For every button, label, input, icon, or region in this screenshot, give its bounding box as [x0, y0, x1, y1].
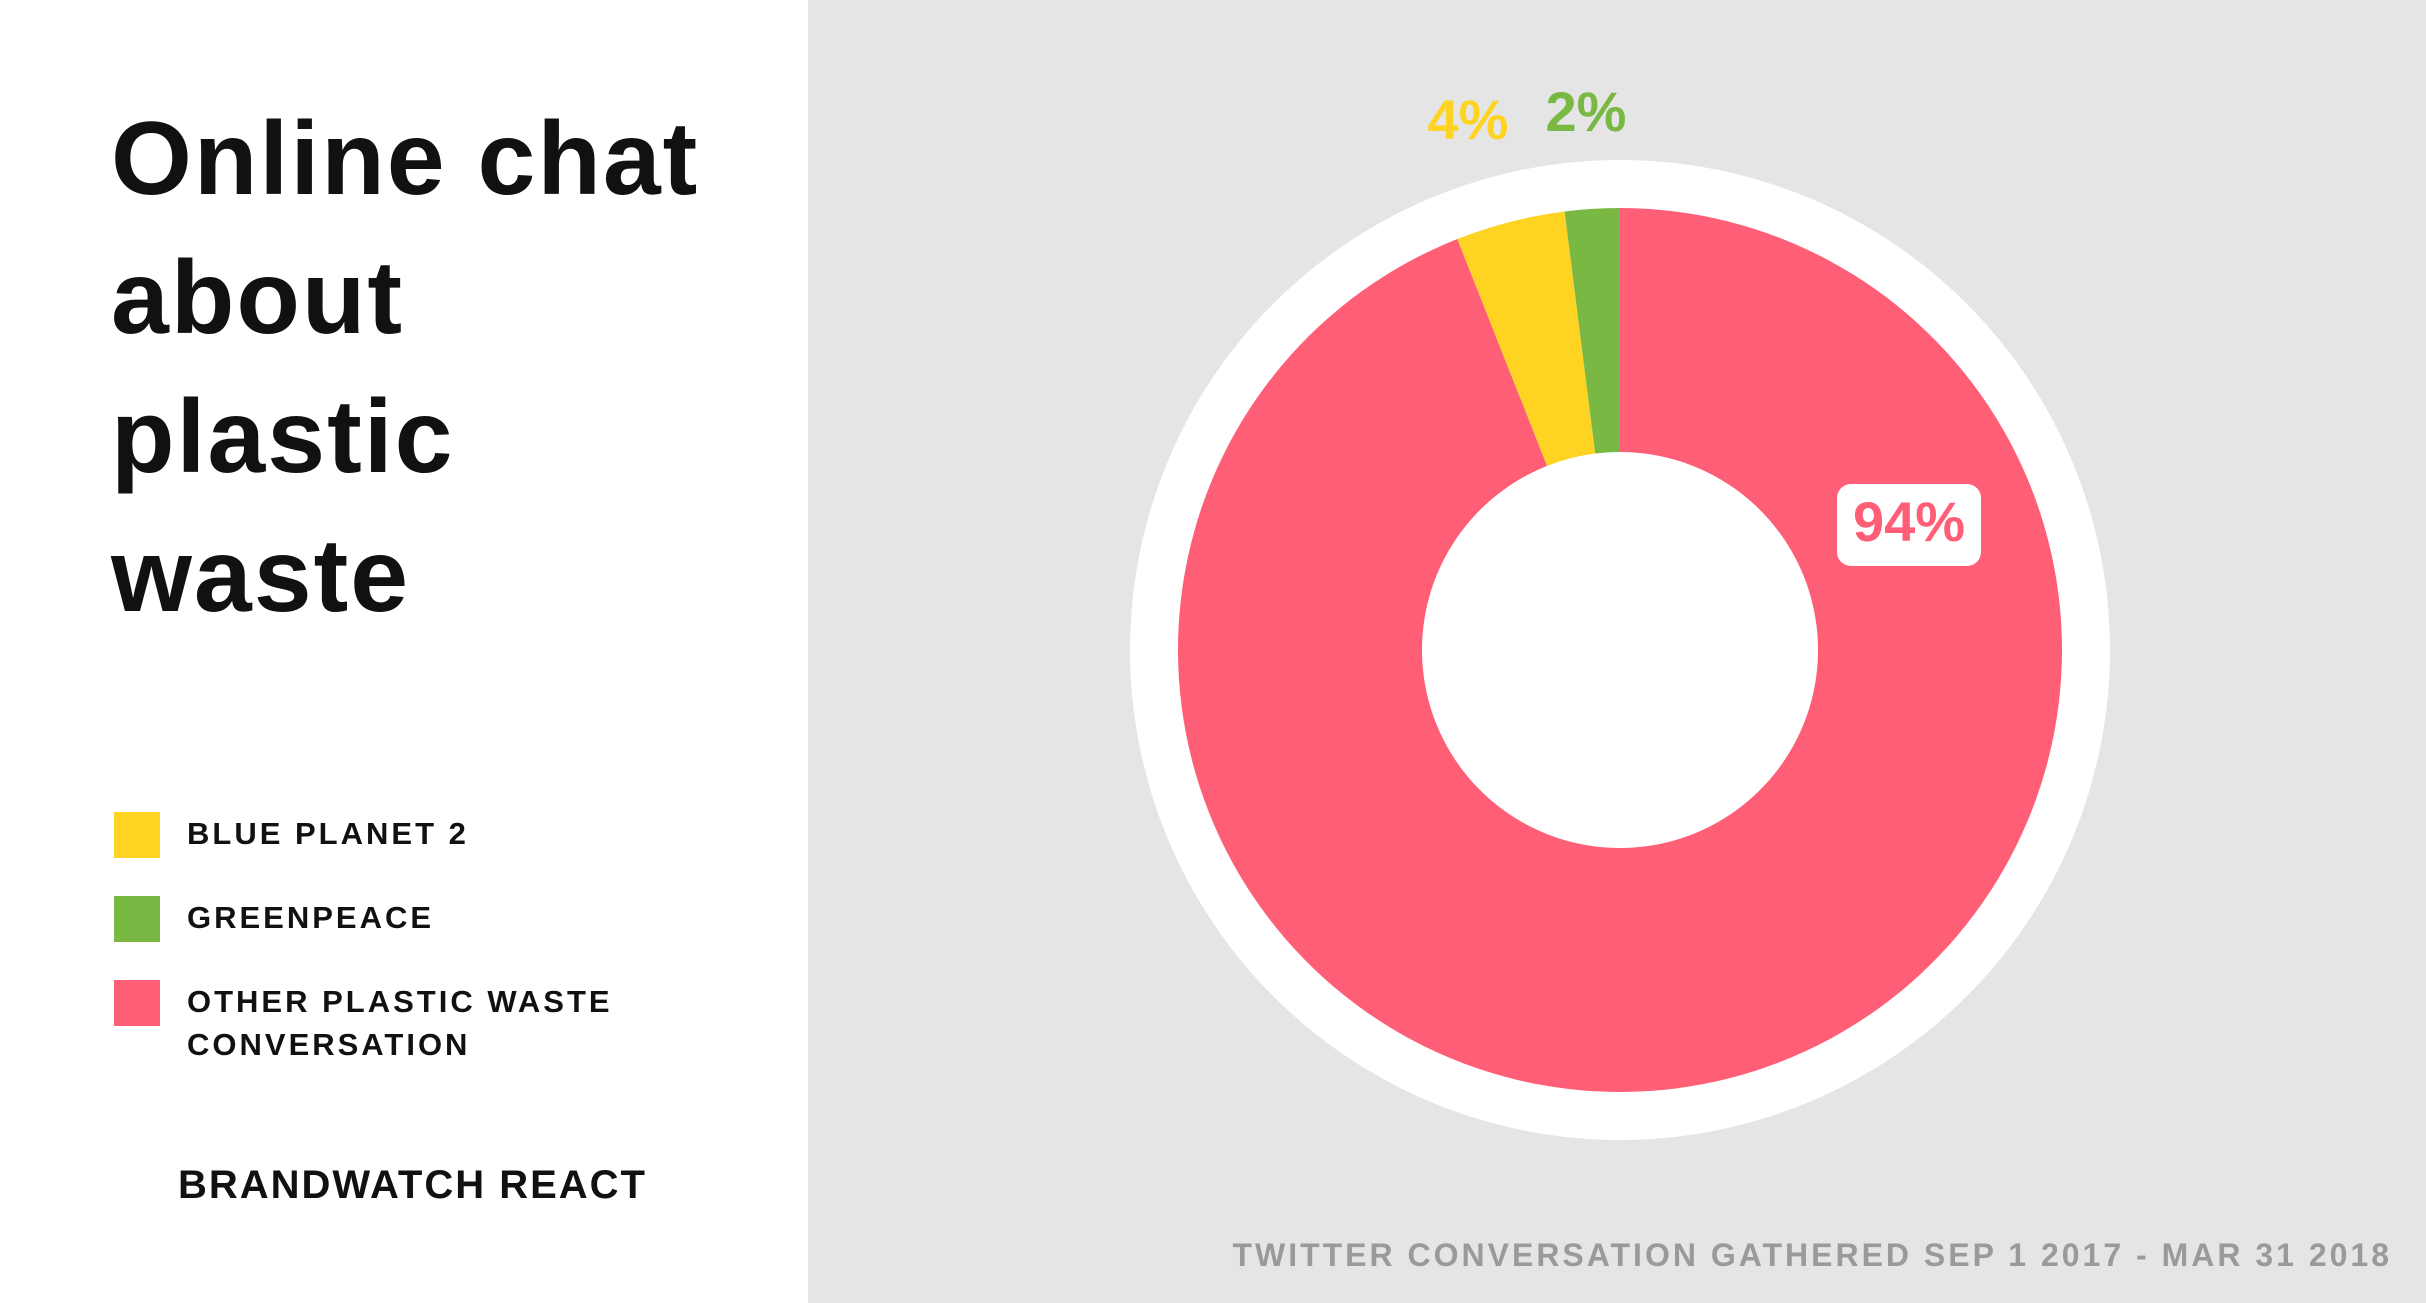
legend-swatch [114, 812, 160, 858]
legend-label: GREENPEACE [187, 900, 435, 935]
legend-item: BLUE PLANET 2 [114, 812, 637, 858]
donut-slice [1178, 208, 2062, 1092]
value-label: 94% [1853, 490, 1965, 553]
donut-slice [1564, 208, 1620, 454]
chart-title: Online chat about plastic waste [111, 101, 700, 634]
left-panel: Online chat about plastic waste BLUE PLA… [0, 0, 808, 1303]
legend-label: BLUE PLANET 2 [187, 816, 469, 851]
legend: BLUE PLANET 2 GREENPEACE OTHER PLASTIC WAS… [114, 812, 637, 1104]
footnote: TWITTER CONVERSATION GATHERED SEP 1 2017… [1232, 1237, 2392, 1273]
label-box [1837, 484, 1981, 566]
value-label: 2% [1546, 80, 1627, 143]
legend-swatch [114, 980, 160, 1026]
legend-item: OTHER PLASTIC WASTE CONVERSATION [114, 980, 637, 1066]
legend-swatch [114, 896, 160, 942]
donut-slice [1457, 211, 1596, 466]
right-panel: 4% 2% 94% TWITTER CONVERSATION GATHERED SE… [808, 0, 2426, 1303]
source: BRANDWATCH REACT [178, 1163, 647, 1207]
value-label: 4% [1428, 88, 1509, 151]
legend-item: GREENPEACE [114, 896, 637, 942]
chart: 4% 2% 94% [1130, 80, 2110, 1140]
legend-label: OTHER PLASTIC WASTE CONVERSATION [187, 984, 613, 1062]
